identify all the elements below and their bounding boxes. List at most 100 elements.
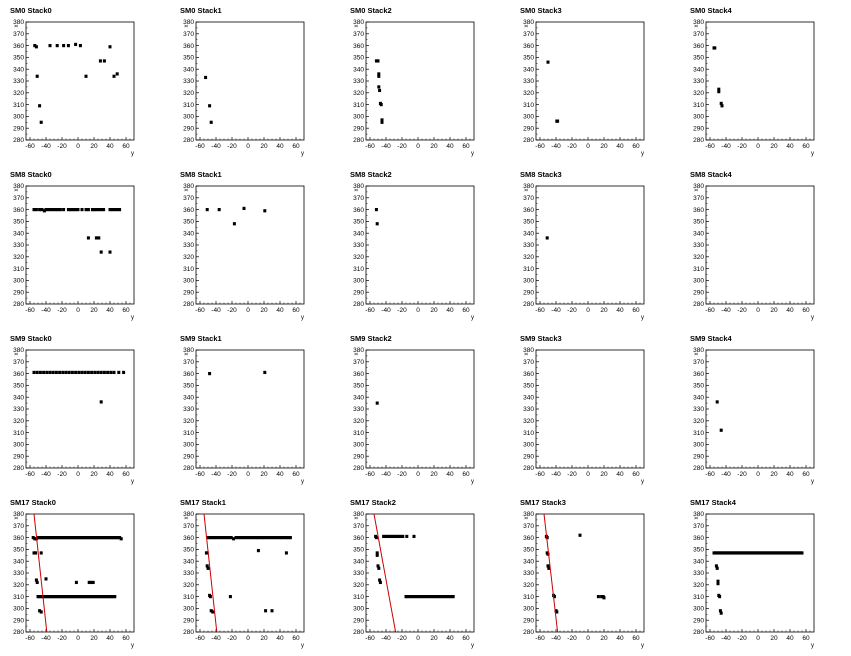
data-point [284,536,288,540]
y-tick-label: 330 [13,242,24,249]
data-point [89,580,93,585]
x-tick-label: -20 [397,143,407,150]
data-point [44,577,48,581]
data-point [260,536,264,540]
x-tick-label: -20 [567,143,577,150]
data-point [46,208,50,212]
data-point [776,551,780,555]
plot-frame [195,349,305,469]
data-point [378,88,382,93]
x-axis-label: y [811,479,814,485]
data-point [405,534,409,539]
x-tick-label: 20 [260,635,268,642]
y-tick-label: 300 [693,114,704,121]
data-point [86,536,90,540]
y-tick-label: 350 [183,55,194,62]
data-point [781,551,785,555]
data-point [46,536,50,540]
x-tick-label: 40 [446,307,454,314]
x-tick-label: 40 [786,635,794,642]
data-point [47,595,51,599]
data-point [61,370,65,375]
data-point [739,551,743,555]
y-tick-label: 330 [183,406,194,413]
data-point [71,595,75,599]
data-point [93,370,97,375]
chart-panel: SM8 Stack2 280 290 300 310 320 330 340 350 360 370… [350,170,475,321]
data-point [62,595,66,599]
data-point [209,609,213,613]
data-point [113,536,117,540]
chart-panel: SM0 Stack0 280 290 300 310 320 330 340 350 360 370… [10,6,135,157]
data-point [66,595,70,599]
x-axis-label: y [471,315,474,321]
data-point [439,595,443,599]
data-point [100,536,104,540]
data-point [78,44,82,48]
x-tick-label: 0 [586,143,590,150]
y-tick-label: 350 [523,55,534,62]
y-tick-label: 320 [353,254,364,261]
data-point [74,370,78,375]
data-point [80,370,84,375]
y-tick-label: 380 [693,19,704,26]
y-tick-label: 340 [183,558,194,565]
data-point [719,611,723,615]
x-tick-label: -60 [365,635,375,642]
data-point [92,208,96,212]
x-tick-label: 0 [416,635,420,642]
data-point [87,580,91,585]
y-tick-label: 330 [183,570,194,577]
x-tick-label: 20 [600,471,608,478]
y-tick-label: 310 [353,102,364,109]
plot-frame [535,349,645,469]
y-axis-label: x [524,189,530,192]
x-tick-label: 0 [246,635,250,642]
data-point [51,370,55,375]
x-tick-label: 40 [276,307,284,314]
y-tick-label: 340 [353,230,364,237]
y-tick-label: 320 [523,254,534,261]
data-point [733,551,737,555]
data-point [31,536,35,540]
x-axis-label: y [471,151,474,157]
x-axis-label: y [811,151,814,157]
x-tick-label: -20 [737,307,747,314]
data-point [768,551,772,555]
y-tick-label: 350 [183,383,194,390]
x-tick-label: 40 [786,471,794,478]
data-point [44,208,48,212]
x-tick-label: -40 [211,471,221,478]
data-point [56,208,60,212]
data-point [52,536,56,540]
data-point [74,42,78,47]
data-point [205,551,209,555]
x-tick-label: -40 [211,635,221,642]
data-point [58,536,62,540]
x-tick-label: 60 [632,635,640,642]
data-point [404,595,408,599]
x-tick-label: -60 [705,635,715,642]
y-tick-label: 310 [693,102,704,109]
y-tick-label: 280 [353,629,364,636]
data-point [401,534,405,539]
data-point [38,595,42,599]
data-point [427,595,431,599]
x-tick-label: 0 [586,307,590,314]
data-point [258,536,262,540]
data-point [284,551,288,555]
x-tick-label: -20 [227,143,237,150]
data-point [46,595,50,599]
x-tick-label: 40 [106,471,114,478]
plot-frame [25,513,135,633]
y-tick-label: 350 [693,55,704,62]
y-tick-label: 380 [13,19,24,26]
y-tick-label: 340 [183,66,194,73]
data-point [766,551,770,555]
x-tick-label: -60 [25,143,35,150]
data-point [103,536,107,540]
data-point [33,44,37,48]
panel-title: SM0 Stack3 [520,6,562,15]
y-tick-label: 300 [353,114,364,121]
data-point [84,595,88,599]
